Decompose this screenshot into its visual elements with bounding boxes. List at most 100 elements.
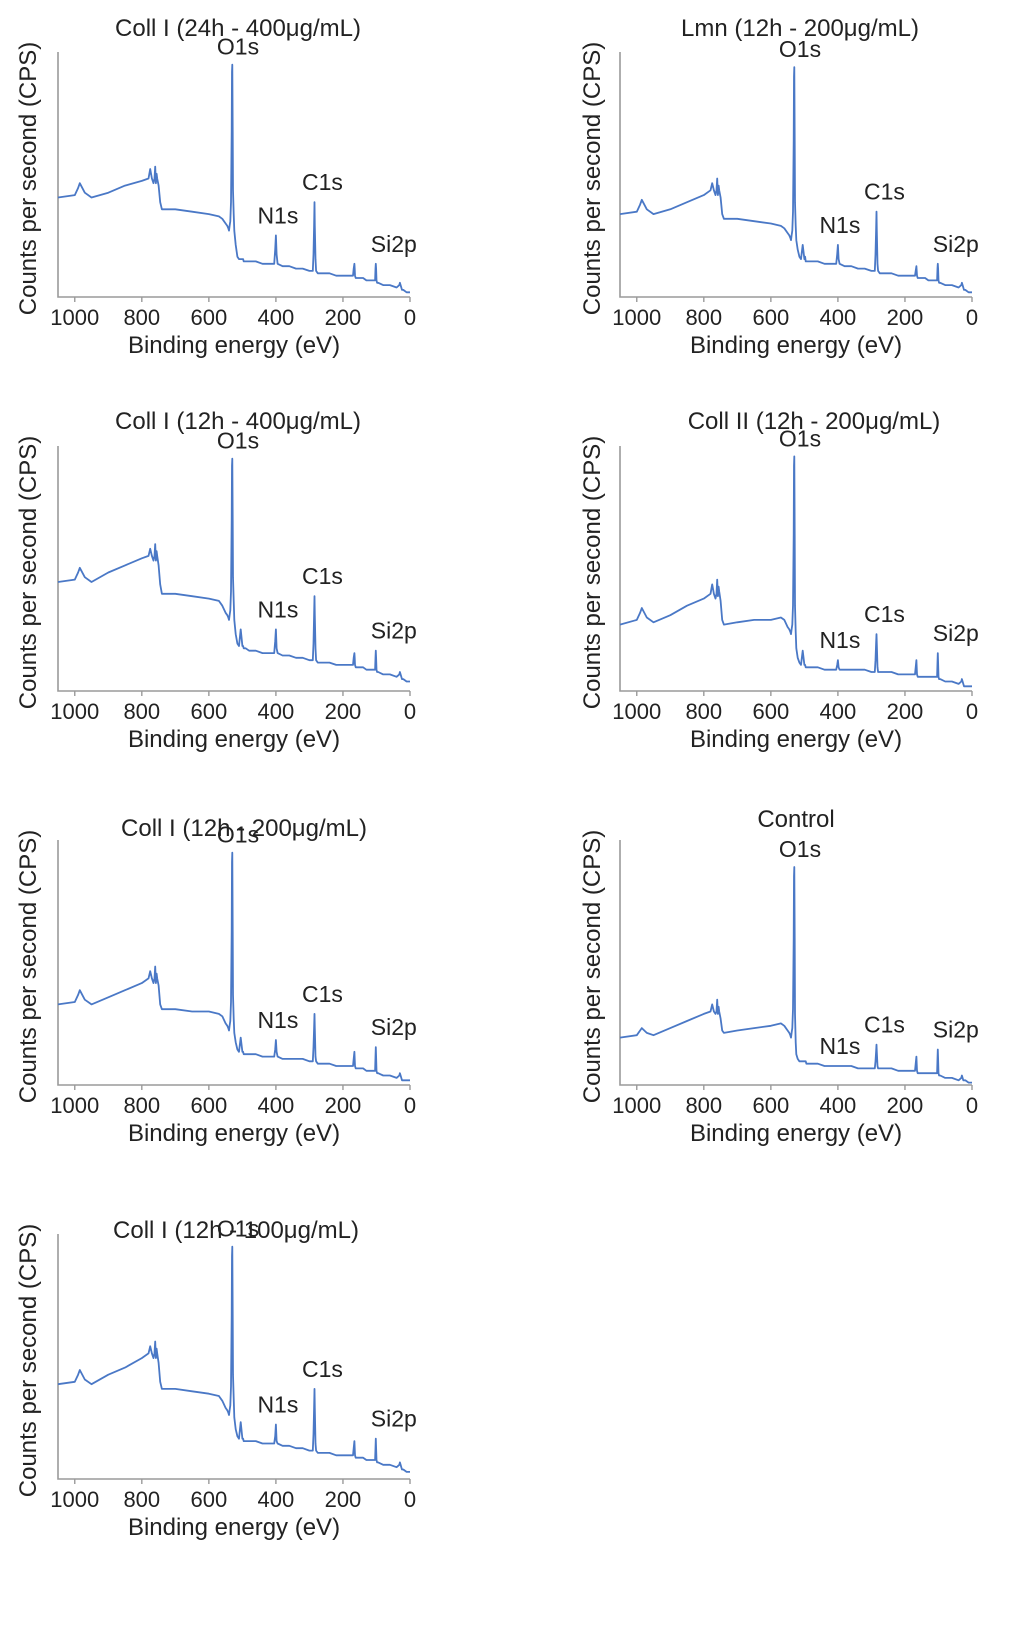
peak-label-n1s: N1s: [257, 596, 298, 622]
panel-title: Coll I (12h - 200μg/mL): [121, 815, 367, 842]
spectrum-line: [57, 851, 410, 1082]
panel-title: Lmn (12h - 200μg/mL): [681, 15, 919, 42]
x-tick-label: 800: [685, 1093, 722, 1118]
x-tick-label: 800: [123, 1093, 160, 1118]
y-axis-label: Counts per second (CPS): [579, 42, 606, 315]
x-tick-label: 800: [685, 305, 722, 330]
peak-label-si2p: Si2p: [933, 620, 979, 646]
axis-frame: [619, 52, 972, 298]
x-tick-label: 1000: [50, 1093, 99, 1118]
y-axis-label: Counts per second (CPS): [15, 830, 42, 1103]
peak-label-c1s: C1s: [302, 563, 343, 589]
x-tick-label: 1000: [50, 305, 99, 330]
x-tick-label: 200: [887, 305, 924, 330]
spectrum-line: [619, 66, 972, 294]
peak-label-c1s: C1s: [302, 169, 343, 195]
y-axis-label: Counts per second (CPS): [15, 436, 42, 709]
spectrum-line: [57, 63, 410, 294]
x-axis-label: Binding energy (eV): [128, 332, 340, 359]
peak-label-n1s: N1s: [257, 202, 298, 228]
y-axis-label: Counts per second (CPS): [15, 1224, 42, 1497]
x-tick-label: 800: [123, 699, 160, 724]
x-tick-label: 600: [752, 699, 789, 724]
panel-7: Coll I (12h - 100μg/mL) Counts per second…: [15, 1216, 417, 1541]
x-axis-label: Binding energy (eV): [690, 332, 902, 359]
x-tick-label: 200: [887, 1093, 924, 1118]
spectrum-line: [57, 457, 410, 683]
panel-1: Coll I (24h - 400μg/mL) Counts per second…: [15, 15, 417, 359]
peak-label-o1s: O1s: [217, 428, 259, 454]
x-tick-label: 0: [966, 305, 978, 330]
x-tick-label: 200: [325, 1487, 362, 1512]
spectrum-line: [57, 1245, 410, 1473]
x-tick-label: 1000: [50, 699, 99, 724]
x-tick-label: 400: [820, 699, 857, 724]
x-tick-label: 0: [404, 1093, 416, 1118]
peak-label-c1s: C1s: [302, 1356, 343, 1382]
panel-title: Coll II (12h - 200μg/mL): [688, 408, 941, 435]
x-tick-label: 400: [258, 1487, 295, 1512]
x-tick-label: 200: [887, 699, 924, 724]
x-tick-label: 1000: [612, 305, 661, 330]
x-tick-label: 400: [820, 305, 857, 330]
x-tick-label: 600: [752, 305, 789, 330]
peak-label-si2p: Si2p: [933, 231, 979, 257]
x-tick-label: 400: [258, 305, 295, 330]
x-axis-label: Binding energy (eV): [128, 1514, 340, 1541]
panel-title: Coll I (24h - 400μg/mL): [115, 15, 361, 42]
axis-frame: [619, 446, 972, 692]
x-tick-label: 800: [123, 305, 160, 330]
x-tick-label: 400: [258, 1093, 295, 1118]
panel-5: Coll I (12h - 200μg/mL) Counts per second…: [15, 815, 417, 1147]
peak-label-c1s: C1s: [864, 601, 905, 627]
peak-label-c1s: C1s: [302, 981, 343, 1007]
axis-frame: [57, 52, 410, 298]
peak-label-n1s: N1s: [257, 1391, 298, 1417]
axis-frame: [57, 1234, 410, 1480]
panel-6: Control Counts per second (CPS)1000 800 600…: [579, 806, 979, 1147]
axis-frame: [619, 840, 972, 1086]
peak-label-si2p: Si2p: [371, 1014, 417, 1040]
x-tick-label: 800: [123, 1487, 160, 1512]
x-axis-label: Binding energy (eV): [690, 726, 902, 753]
y-axis-label: Counts per second (CPS): [579, 830, 606, 1103]
peak-label-o1s: O1s: [779, 36, 821, 62]
peak-label-o1s: O1s: [779, 425, 821, 451]
peak-label-o1s: O1s: [779, 836, 821, 862]
x-tick-label: 800: [685, 699, 722, 724]
x-tick-label: 0: [404, 1487, 416, 1512]
x-tick-label: 600: [190, 1487, 227, 1512]
x-tick-label: 1000: [612, 1093, 661, 1118]
x-tick-label: 0: [966, 1093, 978, 1118]
panel-3: Coll I (12h - 400μg/mL) Counts per second…: [15, 408, 417, 753]
x-tick-label: 1000: [50, 1487, 99, 1512]
x-tick-label: 0: [404, 699, 416, 724]
panel-4: Coll II (12h - 200μg/mL) Counts per secon…: [579, 408, 979, 753]
x-tick-label: 400: [258, 699, 295, 724]
peak-label-n1s: N1s: [819, 212, 860, 238]
x-tick-label: 400: [820, 1093, 857, 1118]
axis-frame: [57, 840, 410, 1086]
peak-label-o1s: O1s: [217, 34, 259, 60]
x-tick-label: 200: [325, 1093, 362, 1118]
x-axis-label: Binding energy (eV): [128, 726, 340, 753]
axis-frame: [57, 446, 410, 692]
peak-label-si2p: Si2p: [371, 231, 417, 257]
spectrum-line: [619, 455, 972, 688]
peak-label-si2p: Si2p: [371, 618, 417, 644]
peak-label-n1s: N1s: [257, 1007, 298, 1033]
x-axis-label: Binding energy (eV): [128, 1120, 340, 1147]
panel-2: Lmn (12h - 200μg/mL) Counts per second (C…: [579, 15, 979, 359]
peak-label-o1s: O1s: [217, 822, 259, 848]
x-tick-label: 200: [325, 699, 362, 724]
peak-label-o1s: O1s: [217, 1216, 259, 1242]
y-axis-label: Counts per second (CPS): [579, 436, 606, 709]
peak-label-si2p: Si2p: [933, 1016, 979, 1042]
spectrum-line: [619, 866, 972, 1084]
x-tick-label: 0: [404, 305, 416, 330]
x-tick-label: 0: [966, 699, 978, 724]
panel-title: Coll I (12h - 100μg/mL): [113, 1217, 359, 1244]
x-tick-label: 600: [190, 305, 227, 330]
x-tick-label: 1000: [612, 699, 661, 724]
